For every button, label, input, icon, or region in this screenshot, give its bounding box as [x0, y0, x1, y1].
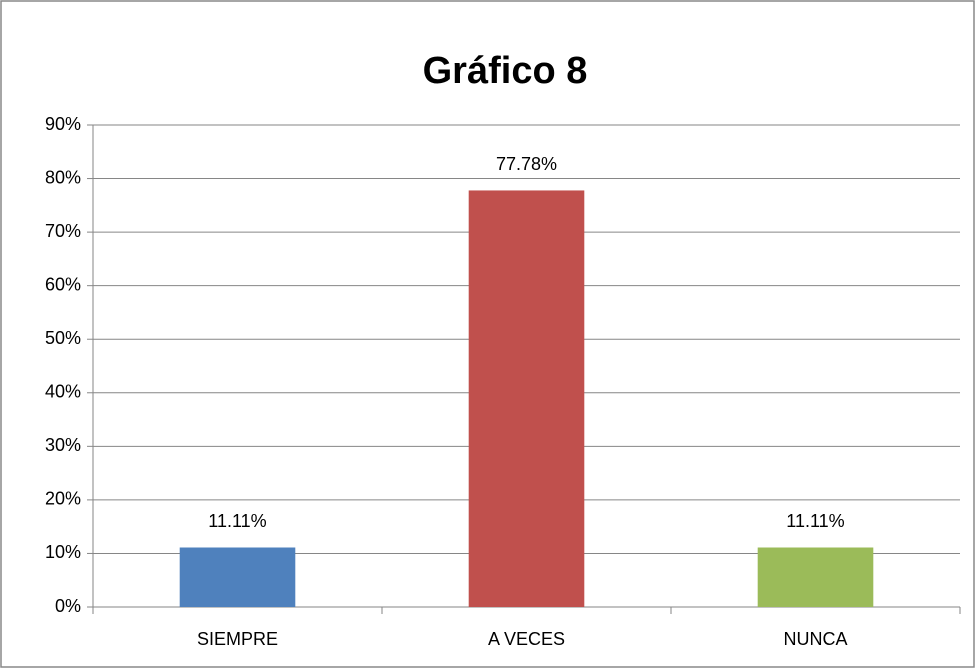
y-tick-label: 70%	[45, 221, 81, 241]
chart-title: Gráfico 8	[423, 50, 588, 92]
data-label: 11.11%	[786, 511, 844, 531]
x-tick-label: SIEMPRE	[197, 629, 278, 649]
bar	[179, 547, 296, 607]
y-tick-label: 10%	[45, 542, 81, 562]
data-label: 77.78%	[496, 154, 557, 174]
y-tick-label: 0%	[55, 596, 81, 616]
bar	[757, 547, 874, 607]
y-tick-label: 50%	[45, 328, 81, 348]
x-tick-label: A VECES	[488, 629, 565, 649]
y-tick-label: 40%	[45, 382, 81, 402]
y-tick-label: 60%	[45, 274, 81, 294]
y-tick-label: 90%	[45, 114, 81, 134]
data-label: 11.11%	[208, 511, 266, 531]
bar	[468, 190, 585, 607]
y-tick-label: 30%	[45, 435, 81, 455]
x-tick-label: NUNCA	[783, 629, 847, 649]
y-tick-label: 80%	[45, 167, 81, 187]
y-tick-label: 20%	[45, 489, 81, 509]
